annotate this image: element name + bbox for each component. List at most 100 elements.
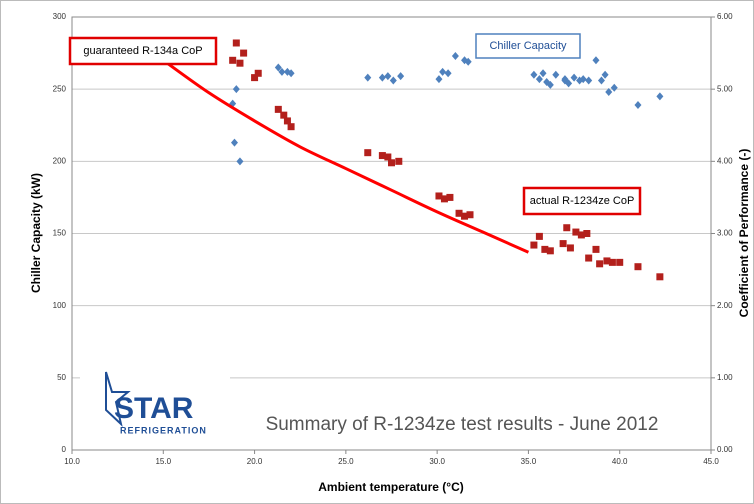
point [583, 230, 591, 237]
point [364, 73, 372, 82]
point [585, 76, 593, 85]
point [446, 193, 454, 201]
point [232, 39, 240, 47]
y-tick-label: 300 [53, 12, 67, 21]
point [278, 67, 286, 76]
chart-title: Summary of R-1234ze test results - June … [266, 414, 659, 435]
point [546, 247, 554, 255]
point [287, 69, 295, 78]
y-tick-label: 200 [53, 156, 67, 165]
x-tick-label: 40.0 [612, 457, 628, 466]
point [565, 79, 573, 88]
point [552, 70, 560, 79]
x-tick-label: 10.0 [64, 457, 80, 466]
point [384, 153, 392, 161]
x-tick-label: 15.0 [155, 457, 171, 466]
point [254, 69, 262, 77]
point [236, 59, 244, 67]
point [592, 245, 600, 253]
point [461, 212, 469, 220]
point [461, 56, 469, 65]
point [570, 73, 578, 82]
point [280, 111, 288, 119]
point [378, 152, 386, 160]
point [240, 49, 248, 57]
point [541, 245, 549, 253]
annotation: guaranteed R-134a CoP [83, 45, 202, 57]
x-tick-label: 35.0 [521, 457, 537, 466]
point [634, 101, 642, 110]
annotation-box [68, 36, 218, 66]
marks [162, 39, 664, 281]
annotation: actual R-1234ze CoP [530, 195, 635, 207]
point [539, 69, 547, 78]
point [610, 83, 618, 92]
y2-tick-label: 6.00 [717, 12, 733, 21]
point [466, 211, 474, 219]
x-tick-label: 25.0 [338, 457, 354, 466]
point [435, 75, 443, 84]
logo-star [105, 371, 131, 427]
point [530, 241, 538, 249]
point [283, 117, 291, 125]
point [605, 88, 613, 97]
point [585, 254, 593, 262]
point [384, 72, 392, 81]
point [634, 263, 642, 271]
point [535, 232, 543, 240]
logo-tagline: REFRIGERATION [120, 425, 207, 435]
point [397, 72, 405, 81]
y-tick-label: 250 [53, 84, 67, 93]
point [592, 56, 600, 65]
point [572, 228, 580, 236]
point [596, 260, 604, 268]
annotation-box [522, 186, 642, 216]
annotation-box [475, 33, 581, 59]
point [229, 56, 237, 64]
point [435, 192, 443, 200]
point [577, 231, 585, 239]
y2-axis-label: Coefficient of Performance (-) [737, 149, 751, 318]
y-tick-label: 150 [53, 229, 67, 238]
point [616, 258, 624, 266]
point [608, 258, 616, 266]
y-axis-label: Chiller Capacity (kW) [29, 173, 43, 293]
point [451, 51, 459, 60]
point [601, 70, 609, 79]
y2-tick-label: 4.00 [717, 156, 733, 165]
x-tick-label: 30.0 [429, 457, 445, 466]
point [566, 244, 574, 252]
point [395, 157, 403, 165]
point [236, 157, 244, 166]
y2-tick-label: 1.00 [717, 373, 733, 382]
point [464, 57, 472, 66]
point [535, 75, 543, 84]
point [232, 85, 240, 94]
point [274, 105, 282, 113]
y2-tick-label: 5.00 [717, 84, 733, 93]
y2-tick-label: 2.00 [717, 301, 733, 310]
point [597, 76, 605, 85]
point [455, 209, 463, 217]
y2-tick-label: 3.00 [717, 229, 733, 238]
point [656, 92, 664, 101]
x-axis-label: Ambient temperature (°C) [318, 480, 463, 494]
point [563, 224, 571, 232]
point [287, 123, 295, 131]
y2-tick-label: 0.00 [717, 445, 733, 454]
point [389, 76, 397, 85]
point [230, 138, 238, 147]
y-tick-label: 100 [53, 301, 67, 310]
point [579, 75, 587, 84]
point [546, 80, 554, 89]
annotation: Chiller Capacity [489, 40, 567, 52]
point [656, 273, 664, 281]
point [274, 63, 282, 72]
logo-name: STAR [114, 392, 194, 425]
point [251, 74, 259, 82]
point [364, 149, 372, 157]
x-tick-label: 20.0 [247, 457, 263, 466]
y-tick-label: 0 [62, 445, 67, 454]
point [559, 240, 567, 248]
